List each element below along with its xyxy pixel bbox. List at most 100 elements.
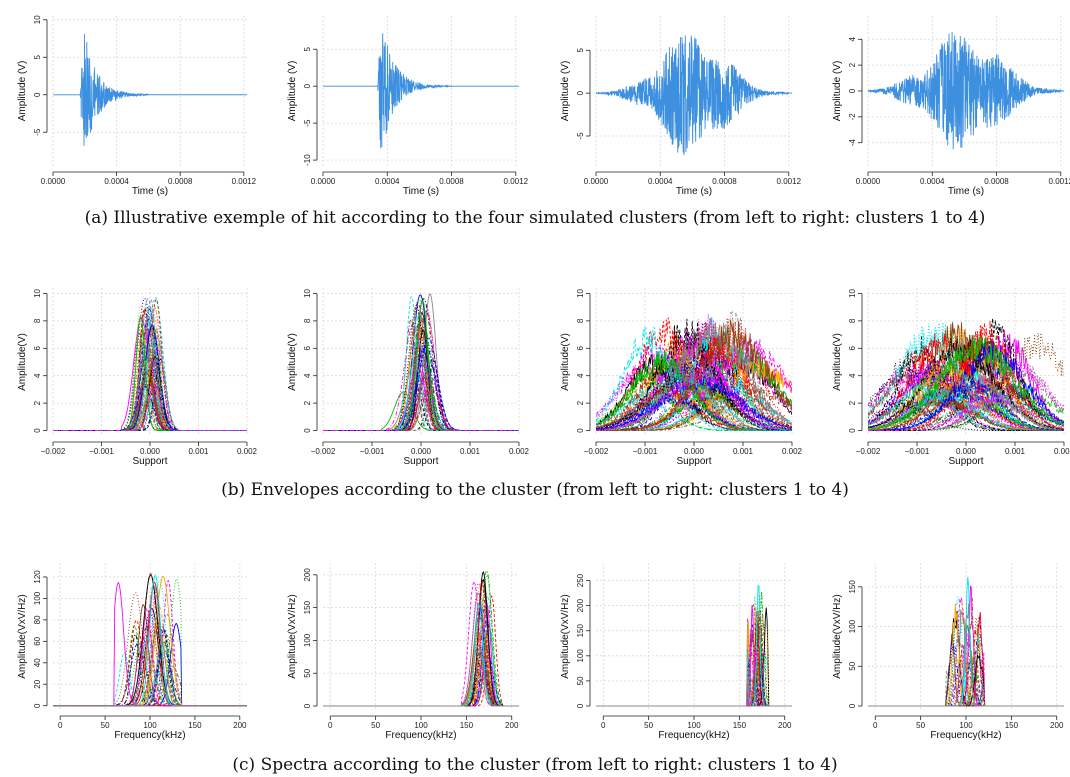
y-axis-label: Amplitude(V) xyxy=(832,333,843,391)
x-tick-label: 0.000 xyxy=(140,447,161,456)
y-tick-label: 50 xyxy=(576,676,585,685)
x-tick-label: 0.0012 xyxy=(504,177,529,186)
series-line xyxy=(596,318,792,431)
y-tick-label: 2 xyxy=(848,400,857,405)
panel-b1: −0.002 −0.001 0.000 0.001 0.002 0 2 4 6 8 10 Suppor… xyxy=(17,288,258,467)
series-line xyxy=(323,337,519,431)
panel-c1: 0 50 100 150 200 0 20 40 60 80 100 120 Frequency(kHz… xyxy=(17,563,247,741)
series-line xyxy=(868,335,1064,430)
series-group xyxy=(53,34,247,146)
x-tick-label: 0 xyxy=(601,721,606,730)
y-tick-label: 0 xyxy=(33,92,42,97)
x-tick-label: 0 xyxy=(328,721,333,730)
caption-a: (a) Illustrative exemple of hit accordin… xyxy=(84,208,986,228)
x-axis-label: Frequency(kHz) xyxy=(658,730,729,741)
x-tick-label: 0.0000 xyxy=(584,177,609,186)
y-axis-label: Amplitude(VxV/Hz) xyxy=(832,594,843,678)
y-tick-label: 2 xyxy=(303,400,312,405)
series-line xyxy=(868,355,1064,431)
y-tick-label: 0 xyxy=(303,83,312,88)
series-line xyxy=(868,336,1064,430)
y-tick-label: 0 xyxy=(303,703,312,708)
series-group xyxy=(868,318,1064,431)
y-tick-label: 6 xyxy=(576,346,585,351)
y-tick-label: 0 xyxy=(576,428,585,433)
y-tick-label: 150 xyxy=(303,600,312,614)
x-tick-label: 200 xyxy=(233,721,247,730)
x-axis-label: Frequency(kHz) xyxy=(930,730,1001,741)
series-line xyxy=(596,329,792,431)
signal-trace xyxy=(868,32,1064,150)
y-tick-label: 0 xyxy=(848,703,857,708)
x-tick-label: 0.002 xyxy=(509,447,530,456)
y-tick-label: 0 xyxy=(576,703,585,708)
panel-a4: 0.0000 0.0004 0.0008 0.0012 -4 -2 0 2 4 Time (s) A… xyxy=(832,16,1070,197)
y-tick-label: 10 xyxy=(33,15,42,24)
y-tick-label: 4 xyxy=(33,373,42,378)
x-tick-label: −0.002 xyxy=(41,447,66,456)
series-line xyxy=(323,596,519,707)
series-line xyxy=(596,325,792,431)
y-tick-label: 0 xyxy=(848,428,857,433)
x-tick-label: 0.0000 xyxy=(856,177,881,186)
series-line xyxy=(868,375,1064,431)
series-group xyxy=(596,35,792,156)
x-tick-label: 100 xyxy=(687,721,701,730)
y-axis-label: Amplitude (V) xyxy=(560,61,571,122)
y-axis-label: Amplitude(V) xyxy=(17,333,28,391)
x-tick-label: 150 xyxy=(1005,721,1019,730)
y-tick-label: 100 xyxy=(303,633,312,647)
series-line xyxy=(868,603,1064,707)
signal-trace xyxy=(596,35,792,156)
series-group xyxy=(868,32,1064,150)
x-tick-label: 0.0008 xyxy=(168,177,193,186)
series-line xyxy=(323,646,519,707)
x-axis-label: Time (s) xyxy=(676,186,712,197)
y-tick-label: 10 xyxy=(576,288,585,297)
series-line xyxy=(868,318,1064,431)
x-tick-label: 0.000 xyxy=(411,447,432,456)
series-line xyxy=(868,340,1064,431)
y-tick-label: -10 xyxy=(303,154,312,166)
x-tick-label: 0.0008 xyxy=(439,177,464,186)
y-axis-label: Amplitude(V) xyxy=(560,333,571,391)
x-tick-label: 0.0012 xyxy=(777,177,802,186)
x-axis-label: Support xyxy=(403,456,438,467)
y-tick-label: 200 xyxy=(303,568,312,582)
x-tick-label: 150 xyxy=(733,721,747,730)
panel-a1: 0.0000 0.0004 0.0008 0.0012 -5 0 5 10 Time (s) Am… xyxy=(17,15,257,197)
x-tick-label: 0.0000 xyxy=(311,177,336,186)
y-tick-label: 0 xyxy=(576,90,585,95)
series-group xyxy=(323,293,519,431)
y-tick-label: 40 xyxy=(33,658,42,667)
series-line xyxy=(868,401,1064,431)
y-tick-label: -4 xyxy=(848,139,857,147)
x-tick-label: 50 xyxy=(916,721,925,730)
series-group xyxy=(868,577,1064,707)
x-tick-label: 0.0008 xyxy=(984,177,1009,186)
y-tick-label: 60 xyxy=(33,636,42,645)
x-tick-label: 200 xyxy=(505,721,519,730)
x-axis-label: Time (s) xyxy=(132,186,168,197)
x-axis-label: Frequency(kHz) xyxy=(385,730,456,741)
y-tick-label: 4 xyxy=(848,373,857,378)
y-tick-label: -5 xyxy=(303,119,312,127)
y-tick-label: 8 xyxy=(303,318,312,323)
series-line xyxy=(596,336,792,431)
series-line xyxy=(868,323,1064,431)
x-tick-label: −0.002 xyxy=(311,447,336,456)
y-tick-label: 150 xyxy=(576,624,585,638)
panel-b4: −0.002 −0.001 0.000 0.001 0.002 0 2 4 6 8 10 Suppor… xyxy=(832,288,1070,467)
x-tick-label: −0.001 xyxy=(360,447,385,456)
series-group xyxy=(53,296,247,431)
x-tick-label: 150 xyxy=(188,721,202,730)
y-tick-label: 50 xyxy=(848,661,857,670)
y-tick-label: 2 xyxy=(576,400,585,405)
y-tick-label: 200 xyxy=(576,598,585,612)
x-tick-label: 0.001 xyxy=(188,447,209,456)
series-line xyxy=(596,368,792,431)
series-line xyxy=(53,579,247,707)
y-tick-label: 2 xyxy=(848,62,857,67)
series-line xyxy=(53,385,247,431)
x-tick-label: 0.001 xyxy=(733,447,754,456)
